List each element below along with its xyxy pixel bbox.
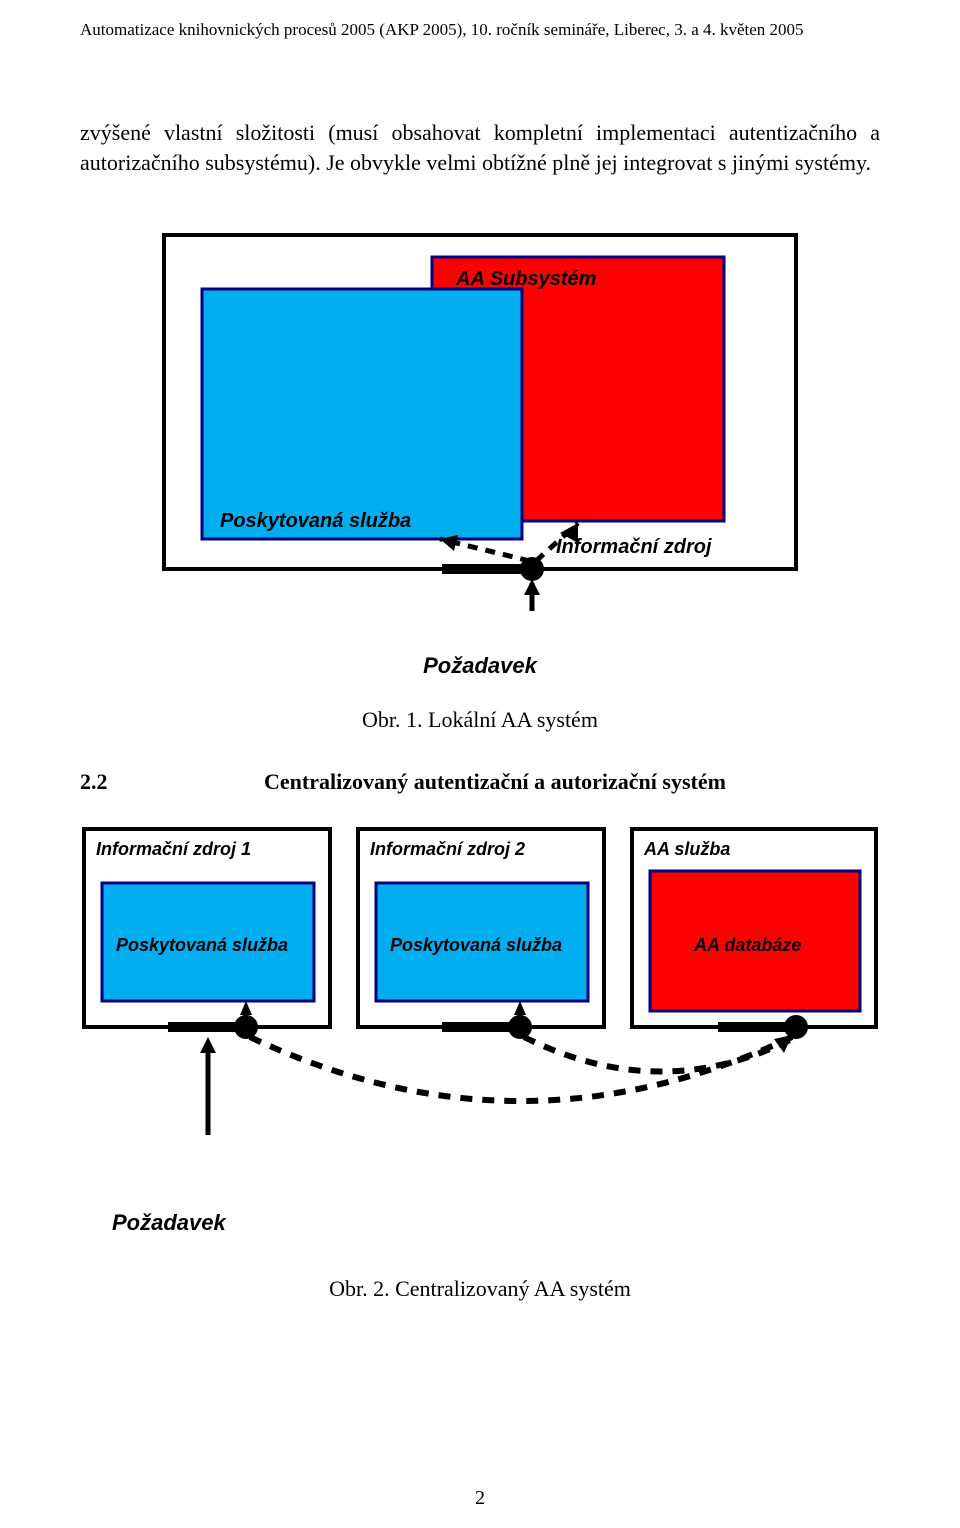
section-heading: 2.2 Centralizovaný autentizační a autori… <box>80 769 880 795</box>
fig2-pozadavek-label: Požadavek <box>112 1210 880 1236</box>
fig2-box-1: Informační zdroj 1 Poskytovaná služba <box>84 829 330 1039</box>
fig2-box-3: AA služba AA databáze <box>632 829 876 1039</box>
fig1-caption: Obr. 1. Lokální AA systém <box>160 707 800 733</box>
fig2-box2-title: Informační zdroj 2 <box>370 839 525 859</box>
fig2-box-2: Informační zdroj 2 Poskytovaná služba <box>358 829 604 1039</box>
fig2-caption: Obr. 2. Centralizovaný AA systém <box>80 1276 880 1302</box>
fig2-curve-1-3 <box>250 1037 792 1101</box>
figure-2: Informační zdroj 1 Poskytovaná služba In… <box>80 825 880 1302</box>
fig2-box3-title: AA služba <box>643 839 730 859</box>
section-number: 2.2 <box>80 769 264 795</box>
section-title: Centralizovaný autentizační a autorizačn… <box>264 769 726 795</box>
body-paragraph: zvýšené vlastní složitosti (musí obsahov… <box>80 118 880 177</box>
fig2-box3-inner-label: AA databáze <box>693 935 801 955</box>
page-header: Automatizace knihovnických procesů 2005 … <box>80 20 880 40</box>
page-number: 2 <box>0 1487 960 1510</box>
fig1-service-rect <box>202 289 522 539</box>
fig1-interface-bar <box>442 564 528 574</box>
fig2-box1-inner-label: Poskytovaná služba <box>116 935 288 955</box>
fig2-box2-inner-label: Poskytovaná služba <box>390 935 562 955</box>
fig1-service-label: Poskytovaná služba <box>220 510 411 532</box>
fig1-aa-subsystem-label: AA Subsystém <box>455 268 596 290</box>
fig1-infozdroj-label: Informační zdroj <box>556 536 712 558</box>
fig2-box1-title: Informační zdroj 1 <box>96 839 251 859</box>
fig1-pozadavek-label: Požadavek <box>160 653 800 679</box>
figure-1: AA Subsystém Poskytovaná služba Informač… <box>160 231 800 733</box>
